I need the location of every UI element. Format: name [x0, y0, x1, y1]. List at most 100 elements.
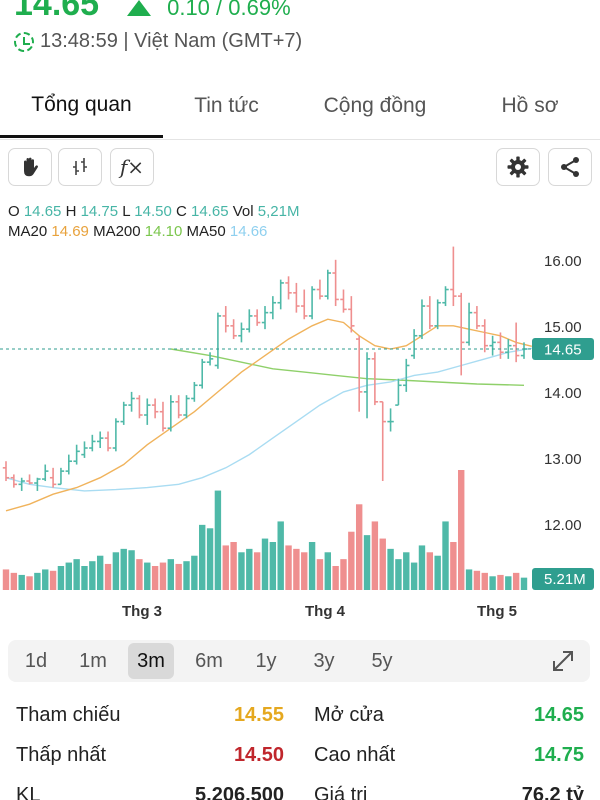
- period-6m[interactable]: 6m: [195, 649, 223, 672]
- expand-icon[interactable]: [550, 648, 576, 674]
- ohlc-bar: [34, 477, 41, 491]
- volume-bar: [261, 538, 269, 590]
- ohlc-bar: [167, 395, 175, 432]
- ohlc-bar: [112, 418, 120, 452]
- volume-bar: [371, 521, 379, 590]
- volume-bar: [2, 569, 10, 590]
- ohlc-bar: [151, 398, 159, 419]
- tab-profile[interactable]: Hồ sơ: [501, 94, 559, 117]
- volume-bar: [363, 535, 371, 590]
- indicators-button[interactable]: f×: [110, 148, 154, 186]
- ohlc-bar: [136, 395, 143, 419]
- ref-value: 14.55: [233, 704, 284, 726]
- open-value: 14.65: [23, 203, 62, 220]
- period-5y[interactable]: 5y: [371, 649, 393, 672]
- volume-bar: [481, 572, 488, 590]
- volume-bar: [128, 550, 135, 590]
- clock-icon: [14, 31, 34, 52]
- volume-bar: [230, 542, 237, 590]
- volume-stat-value: 5,206,500: [195, 784, 284, 800]
- volume-bar: [434, 555, 441, 590]
- ma-row: MA20 14.69 MA200 14.10 MA50 14.66: [8, 222, 299, 242]
- high-label: H: [65, 203, 77, 220]
- ohlc-bar: [96, 431, 104, 449]
- volume-bar: [340, 559, 347, 590]
- ohlc-bar: [379, 400, 386, 482]
- hand-tool-button[interactable]: [8, 148, 52, 186]
- ohlc-bar: [512, 322, 520, 363]
- quote-time: 13:48:59 | Việt Nam (GMT+7): [40, 30, 303, 52]
- period-selector: 1d 1m 3m 6m 1y 3y 5y: [8, 640, 590, 682]
- ohlc-bar: [261, 306, 269, 330]
- ohlc-bar: [395, 378, 402, 406]
- ohlc-bar: [348, 296, 355, 333]
- period-1m[interactable]: 1m: [79, 649, 107, 672]
- hand-icon: [24, 157, 38, 177]
- volume-bar: [520, 577, 528, 590]
- ohlc-bar: [285, 276, 292, 300]
- ohlc-bar: [18, 477, 25, 491]
- period-1y[interactable]: 1y: [255, 649, 277, 672]
- low-value: 14.50: [134, 203, 172, 220]
- last-volume-tag: [532, 568, 594, 590]
- value-stat-label: Giá trị: [314, 784, 368, 800]
- tab-community[interactable]: Cộng đồng: [323, 94, 427, 117]
- ohlc-bars-icon: [73, 158, 87, 175]
- volume-bar: [42, 569, 49, 590]
- ohlc-bar: [418, 299, 426, 340]
- bar-type-button[interactable]: [58, 148, 102, 186]
- tab-news[interactable]: Tin tức: [194, 94, 259, 117]
- ohlc-bar: [434, 299, 441, 330]
- tab-overview[interactable]: Tổng quan: [0, 74, 163, 138]
- share-icon: [561, 157, 579, 177]
- ohlc-bar: [301, 289, 308, 320]
- ohlc-bar: [442, 286, 449, 307]
- volume-bar: [73, 559, 80, 590]
- volume-bar: [512, 572, 520, 590]
- ohlc-bar: [120, 401, 127, 425]
- ohlc-bar: [387, 408, 394, 432]
- volume-bar: [214, 490, 222, 590]
- ohlc-bar: [2, 461, 10, 482]
- period-3y[interactable]: 3y: [313, 649, 335, 672]
- open-stat-label: Mở cửa: [314, 704, 384, 726]
- volume-bar: [89, 561, 96, 590]
- value-stat-value: 76.2 tỷ: [521, 784, 584, 800]
- volume-bar: [418, 545, 426, 590]
- volume-bar: [49, 570, 57, 590]
- volume-bar: [348, 531, 355, 590]
- high-stat-label: Cao nhất: [314, 744, 396, 766]
- gear-icon: [507, 156, 529, 178]
- ohlc-bar: [316, 279, 324, 300]
- up-arrow-icon: [127, 0, 152, 16]
- volume-bar: [144, 562, 151, 590]
- ohlc-bar: [42, 464, 49, 482]
- volume-bar: [65, 562, 72, 590]
- volume-bar: [10, 572, 18, 590]
- ma50-value: 14.66: [229, 223, 268, 240]
- ohlc-bar: [324, 269, 331, 300]
- ohlc-bar: [410, 329, 418, 359]
- ohlc-bar: [246, 309, 253, 333]
- ohlc-bar: [73, 444, 80, 465]
- ohlc-bar: [489, 335, 496, 356]
- ohlc-bar: [497, 332, 504, 359]
- last-volume-tag-label: 5.21M: [544, 571, 586, 588]
- volume-bar: [332, 566, 339, 590]
- ohlc-bar: [10, 474, 18, 488]
- ohlc-bar: [199, 358, 206, 389]
- ohlc-bar: [426, 296, 434, 330]
- vol-label: Vol: [232, 203, 254, 220]
- ohlc-bar: [505, 339, 512, 359]
- settings-button[interactable]: [496, 148, 540, 186]
- volume-bar: [301, 552, 308, 590]
- share-button[interactable]: [548, 148, 592, 186]
- y-tick-label: 13.00: [544, 451, 582, 468]
- volume-bar: [199, 524, 206, 590]
- period-3m[interactable]: 3m: [128, 643, 174, 679]
- ohlc-bar: [238, 322, 245, 343]
- price-chart[interactable]: 16.00 15.00 14.00 13.00 12.00 14.65 5.21M Thg 3…: [0, 240, 600, 630]
- volume-bar: [136, 559, 143, 590]
- period-1d[interactable]: 1d: [24, 649, 48, 672]
- tab-bar: Tổng quan Tin tức Cộng đồng Hồ sơ: [0, 74, 600, 140]
